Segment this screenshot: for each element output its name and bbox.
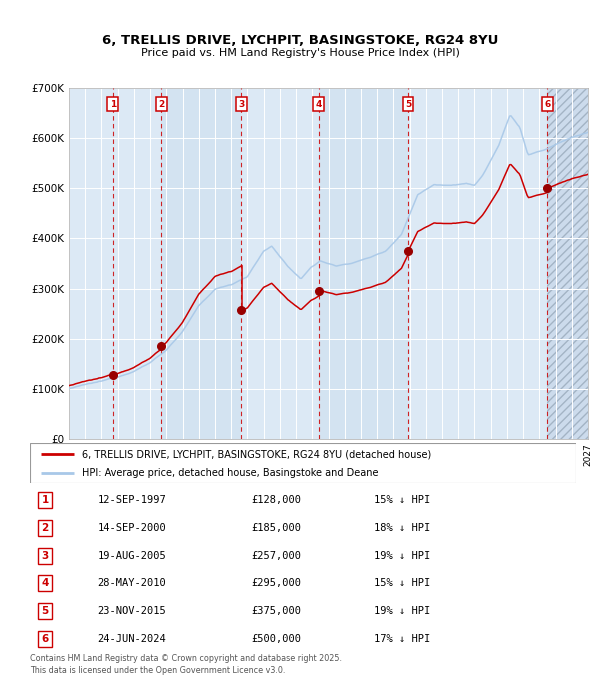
Text: 1: 1 <box>41 495 49 505</box>
Text: 2: 2 <box>41 523 49 533</box>
Text: 3: 3 <box>238 100 245 109</box>
Text: 17% ↓ HPI: 17% ↓ HPI <box>374 634 430 644</box>
Text: £375,000: £375,000 <box>251 606 301 616</box>
Text: 15% ↓ HPI: 15% ↓ HPI <box>374 495 430 505</box>
Bar <box>319 88 408 439</box>
Bar <box>241 88 319 439</box>
Text: £257,000: £257,000 <box>251 551 301 560</box>
Text: Contains HM Land Registry data © Crown copyright and database right 2025.
This d: Contains HM Land Registry data © Crown c… <box>30 653 342 675</box>
Bar <box>113 88 161 439</box>
Text: 19% ↓ HPI: 19% ↓ HPI <box>374 551 430 560</box>
Text: 3: 3 <box>41 551 49 560</box>
Bar <box>161 88 241 439</box>
Text: 6, TRELLIS DRIVE, LYCHPIT, BASINGSTOKE, RG24 8YU (detached house): 6, TRELLIS DRIVE, LYCHPIT, BASINGSTOKE, … <box>82 449 431 459</box>
Text: £295,000: £295,000 <box>251 579 301 588</box>
Bar <box>408 88 547 439</box>
Text: 5: 5 <box>41 606 49 616</box>
Text: 19% ↓ HPI: 19% ↓ HPI <box>374 606 430 616</box>
Text: £185,000: £185,000 <box>251 523 301 533</box>
Text: 1: 1 <box>110 100 116 109</box>
Text: 28-MAY-2010: 28-MAY-2010 <box>98 579 166 588</box>
Text: 6: 6 <box>41 634 49 644</box>
Text: HPI: Average price, detached house, Basingstoke and Deane: HPI: Average price, detached house, Basi… <box>82 468 379 478</box>
Text: 4: 4 <box>316 100 322 109</box>
Text: 6, TRELLIS DRIVE, LYCHPIT, BASINGSTOKE, RG24 8YU: 6, TRELLIS DRIVE, LYCHPIT, BASINGSTOKE, … <box>102 34 498 48</box>
Text: Price paid vs. HM Land Registry's House Price Index (HPI): Price paid vs. HM Land Registry's House … <box>140 48 460 58</box>
Text: 14-SEP-2000: 14-SEP-2000 <box>98 523 166 533</box>
Text: 23-NOV-2015: 23-NOV-2015 <box>98 606 166 616</box>
Text: £128,000: £128,000 <box>251 495 301 505</box>
Text: 4: 4 <box>41 579 49 588</box>
Bar <box>547 88 588 439</box>
Text: 6: 6 <box>544 100 550 109</box>
Text: 19-AUG-2005: 19-AUG-2005 <box>98 551 166 560</box>
Text: 18% ↓ HPI: 18% ↓ HPI <box>374 523 430 533</box>
Text: 24-JUN-2024: 24-JUN-2024 <box>98 634 166 644</box>
Text: 12-SEP-1997: 12-SEP-1997 <box>98 495 166 505</box>
Text: 15% ↓ HPI: 15% ↓ HPI <box>374 579 430 588</box>
Bar <box>69 88 113 439</box>
Text: 2: 2 <box>158 100 164 109</box>
Text: 5: 5 <box>405 100 411 109</box>
Text: £500,000: £500,000 <box>251 634 301 644</box>
